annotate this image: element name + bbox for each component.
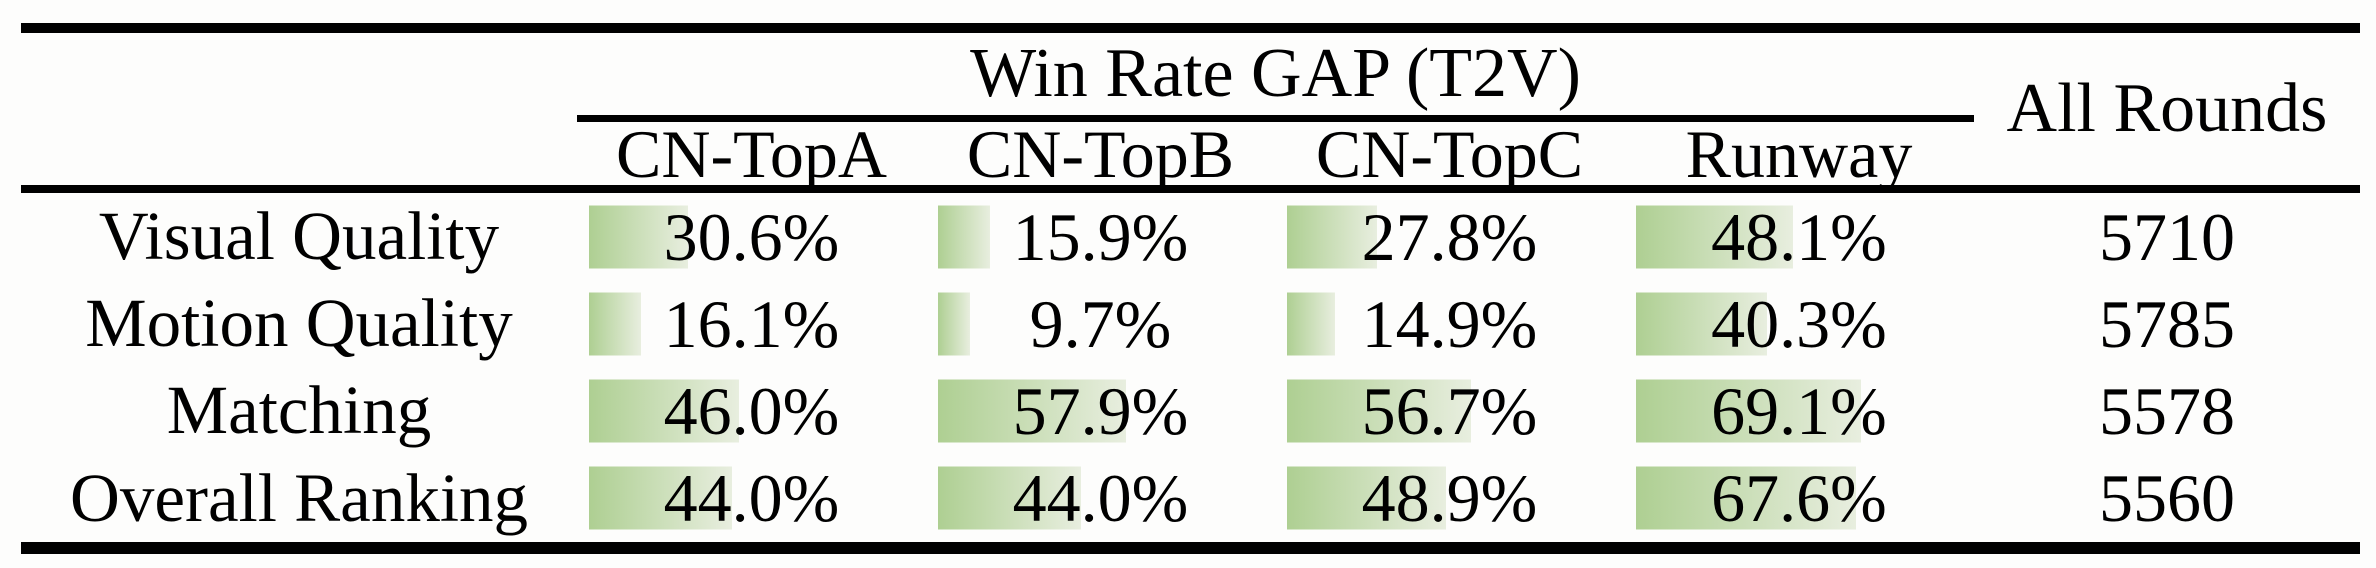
bar-track [1636, 205, 1962, 268]
bar-track [589, 379, 914, 442]
win-rate-cell: 44.0% [577, 454, 926, 542]
row-label-visual-quality: Visual Quality [98, 198, 500, 274]
column-header-runway: Runway [1685, 115, 1913, 192]
bar-track [938, 205, 1263, 268]
win-rate-cell: 48.9% [1275, 454, 1624, 542]
all-rounds-value: 5710 [2099, 198, 2235, 275]
win-rate-bar [589, 466, 732, 530]
bar-track [938, 292, 1263, 355]
bar-track [1287, 292, 1612, 355]
bar-track [1287, 466, 1612, 530]
win-rate-value: 57.9% [1012, 372, 1189, 449]
win-rate-bar [1636, 379, 1862, 442]
table-top-rule [21, 23, 2360, 33]
win-rate-value: 9.7% [1029, 285, 1172, 362]
bar-track [1636, 292, 1962, 355]
win-rate-value: 69.1% [1711, 372, 1887, 449]
win-rate-cell: 56.7% [1275, 367, 1624, 454]
win-rate-value: 48.9% [1361, 460, 1538, 536]
bar-track [938, 466, 1263, 530]
win-rate-cell: 16.1% [577, 280, 926, 367]
win-rate-bar [1287, 205, 1378, 268]
all-rounds-value: 5785 [2099, 285, 2235, 362]
win-rate-cell: 44.0% [926, 454, 1275, 542]
win-rate-cell: 48.1% [1624, 193, 1974, 280]
win-rate-bar [1636, 205, 1793, 268]
bar-track [1287, 205, 1612, 268]
win-rate-bar [589, 205, 689, 268]
win-rate-cell: 57.9% [926, 367, 1275, 454]
win-rate-bar [1287, 466, 1446, 530]
win-rate-value: 44.0% [1012, 460, 1189, 536]
win-rate-value: 27.8% [1361, 198, 1538, 275]
win-rate-cell: 40.3% [1624, 280, 1974, 367]
win-rate-bar [938, 379, 1127, 442]
results-table: Win Rate GAP (T2V) All Rounds CN-TopA CN… [21, 23, 2360, 554]
win-rate-value: 40.3% [1711, 285, 1887, 362]
group-header-win-rate-gap: Win Rate GAP (T2V) [970, 35, 1581, 112]
all-rounds-value: 5578 [2099, 372, 2235, 449]
column-header-cn-topb: CN-TopB [966, 115, 1235, 192]
win-rate-cell: 46.0% [577, 367, 926, 454]
win-rate-bar [938, 292, 970, 355]
win-rate-cell: 69.1% [1624, 367, 1974, 454]
win-rate-bar [1636, 466, 1857, 530]
win-rate-bar [1287, 379, 1472, 442]
row-label-matching: Matching [166, 372, 432, 448]
row-label-overall-ranking: Overall Ranking [70, 459, 528, 536]
win-rate-bar [589, 292, 642, 355]
win-rate-value: 14.9% [1361, 285, 1538, 362]
win-rate-value: 46.0% [663, 372, 840, 449]
win-rate-cell: 27.8% [1275, 193, 1624, 280]
win-rate-bar [938, 466, 1081, 530]
bar-track [1636, 379, 1962, 442]
bar-track [938, 379, 1263, 442]
win-rate-value: 56.7% [1361, 372, 1538, 449]
column-header-all-rounds: All Rounds [2006, 70, 2328, 147]
win-rate-bar [1287, 292, 1336, 355]
win-rate-value: 44.0% [663, 460, 840, 536]
win-rate-value: 16.1% [663, 285, 840, 362]
win-rate-cell: 14.9% [1275, 280, 1624, 367]
win-rate-cell: 15.9% [926, 193, 1275, 280]
win-rate-value: 15.9% [1012, 198, 1189, 275]
win-rate-value: 48.1% [1711, 198, 1887, 275]
header-separator-rule [21, 185, 2360, 193]
win-rate-bar [938, 205, 990, 268]
group-header-underline-rule [577, 115, 1974, 122]
win-rate-bar [589, 379, 739, 442]
row-label-motion-quality: Motion Quality [85, 285, 513, 361]
win-rate-cell: 30.6% [577, 193, 926, 280]
bar-track [1636, 466, 1962, 530]
win-rate-cell: 9.7% [926, 280, 1275, 367]
bar-track [1287, 379, 1612, 442]
win-rate-value: 67.6% [1711, 460, 1887, 536]
column-header-cn-topc: CN-TopC [1315, 115, 1584, 192]
win-rate-cell: 67.6% [1624, 454, 1974, 542]
bar-track [589, 292, 914, 355]
table-bottom-rule [21, 542, 2360, 554]
win-rate-value: 30.6% [663, 198, 840, 275]
win-rate-bar [1636, 292, 1768, 355]
column-header-cn-topa: CN-TopA [615, 115, 887, 192]
bar-track [589, 466, 914, 530]
all-rounds-value: 5560 [2099, 460, 2235, 536]
bar-track [589, 205, 914, 268]
